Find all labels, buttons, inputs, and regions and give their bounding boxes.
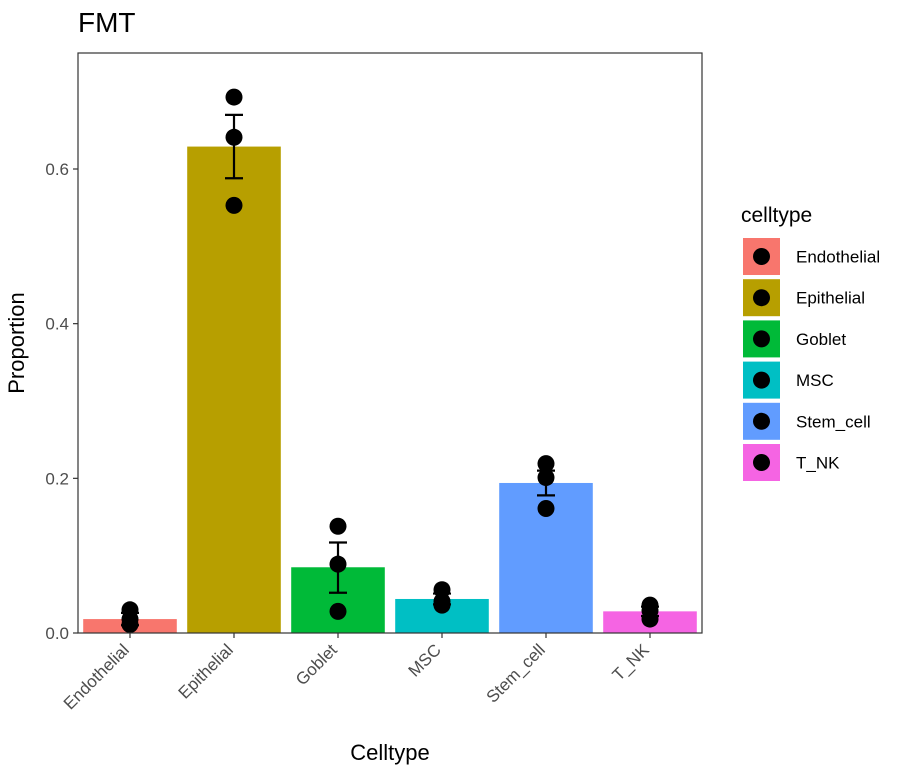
x-axis: Endothelial Epithelial Goblet MSC Stem_cell T… — [60, 633, 653, 713]
legend-title: celltype — [741, 204, 812, 227]
legend: celltype Endothelial Epithelial Goblet MSC S… — [741, 204, 880, 481]
legend-key-point — [753, 289, 770, 307]
data-point-stem_cell-3 — [537, 455, 555, 473]
legend-label-msc: MSC — [796, 371, 834, 390]
x-tick-label-t_nk: T_NK — [609, 640, 654, 685]
legend-label-epithelial: Epithelial — [796, 289, 865, 308]
data-point-goblet-3 — [329, 517, 347, 535]
y-axis-title: Proportion — [4, 292, 29, 394]
data-point-msc-3 — [433, 581, 451, 599]
y-tick-label: 0.4 — [45, 315, 69, 334]
chart-title: FMT — [78, 7, 136, 38]
data-point-goblet-1 — [329, 602, 347, 620]
data-point-epithelial-3 — [225, 88, 243, 106]
legend-key-point — [753, 248, 770, 265]
panel-border — [77, 52, 703, 634]
legend-key-point — [753, 371, 770, 389]
x-tick-label-goblet: Goblet — [292, 640, 341, 689]
legend-label-stem_cell: Stem_cell — [796, 412, 871, 431]
x-tick-label-epithelial: Epithelial — [175, 640, 237, 702]
legend-label-endothelial: Endothelial — [796, 248, 880, 267]
legend-label-goblet: Goblet — [796, 330, 846, 349]
legend-label-t_nk: T_NK — [796, 454, 840, 473]
data-point-goblet-2 — [329, 555, 347, 573]
plot-panel — [77, 52, 703, 634]
data-point-epithelial-2 — [225, 128, 243, 146]
y-tick-label: 0.2 — [45, 469, 69, 488]
data-point-stem_cell-2 — [537, 469, 555, 487]
bar-epithelial — [187, 146, 281, 633]
data-point-epithelial-1 — [225, 196, 243, 214]
y-tick-label: 0.6 — [45, 160, 69, 179]
legend-key-point — [753, 330, 770, 348]
y-axis: 0.0 0.2 0.4 0.6 — [45, 160, 78, 643]
x-axis-title: Celltype — [350, 740, 429, 765]
legend-key-point — [753, 412, 770, 430]
y-tick-label: 0.0 — [45, 624, 69, 643]
x-tick-label-stem_cell: Stem_cell — [483, 640, 549, 706]
data-point-stem_cell-1 — [537, 499, 555, 517]
error-bar-epithelial — [225, 113, 243, 180]
data-point-endothelial-3 — [121, 601, 139, 619]
x-tick-label-msc: MSC — [405, 640, 445, 680]
x-tick-label-endothelial: Endothelial — [60, 640, 133, 713]
data-point-t_nk-3 — [641, 596, 659, 614]
legend-key-point — [753, 454, 770, 471]
